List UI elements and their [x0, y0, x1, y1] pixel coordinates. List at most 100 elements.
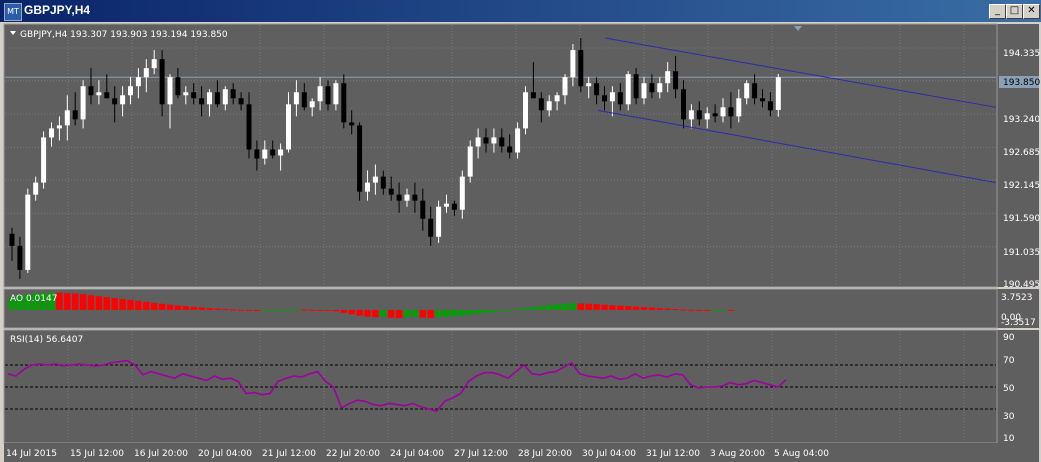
ao-bar — [711, 309, 719, 311]
ao-bar — [403, 309, 411, 318]
current-price: 193.850 — [1003, 78, 1040, 88]
candle-body — [720, 107, 726, 117]
ao-bar — [506, 309, 513, 311]
candle-body — [744, 83, 750, 99]
ao-bar — [309, 309, 316, 311]
candle-body — [270, 149, 276, 156]
title-bar[interactable]: MT GBPJPY,H4 _ □ ✕ — [0, 0, 1041, 22]
price-tick: 192.685 — [1003, 148, 1040, 158]
candle-body — [9, 233, 15, 246]
ao-bar — [380, 309, 387, 317]
candle-body — [64, 110, 70, 126]
ao-bar — [332, 309, 340, 312]
ao-bar — [285, 309, 292, 311]
ao-bar — [95, 296, 103, 310]
candle-body — [459, 176, 465, 210]
candle-body — [752, 83, 758, 99]
chart-area[interactable]: GBPJPY,H4 193.307 193.903 193.194 193.85… — [0, 22, 1041, 462]
ao-bar — [577, 303, 584, 310]
candle-body — [49, 128, 54, 138]
ao-bar — [617, 305, 624, 310]
candle-body — [483, 137, 489, 144]
ao-bar — [348, 309, 355, 315]
ao-bar — [490, 309, 498, 312]
ao-bar — [427, 309, 434, 319]
rsi-tick: 10 — [1003, 434, 1015, 444]
candle-body — [80, 86, 86, 120]
main-chart-label: GBPJPY,H4 193.307 193.903 193.194 193.85… — [20, 30, 228, 40]
ao-bar — [182, 306, 189, 310]
candle-body — [775, 77, 781, 110]
ao-bar — [48, 292, 55, 310]
ao-bar — [419, 309, 426, 318]
rsi-tick: 50 — [1003, 384, 1015, 394]
ao-bar — [561, 303, 569, 310]
chart-menu-arrow-icon[interactable] — [10, 31, 16, 35]
candle-body — [546, 101, 552, 111]
candle-body — [728, 107, 734, 117]
channel-upper-line — [604, 37, 997, 108]
ao-bar — [158, 303, 166, 310]
channel-lower-line — [597, 109, 997, 184]
candle-body — [586, 83, 592, 87]
ao-bar — [522, 308, 529, 310]
candle-body — [159, 59, 165, 105]
candle-body — [301, 92, 307, 108]
candle-body — [278, 149, 284, 156]
restore-button[interactable]: □ — [1006, 4, 1023, 19]
ao-bar — [601, 304, 608, 310]
ao-bar — [395, 309, 403, 319]
candle-body — [444, 203, 449, 207]
metatrader-icon: MT — [4, 3, 22, 21]
candle-body — [736, 98, 742, 117]
candle-body — [104, 92, 110, 99]
candle-body — [491, 137, 497, 144]
candle-body — [665, 71, 671, 84]
ao-bar — [459, 309, 466, 316]
main-pane[interactable] — [4, 24, 1039, 287]
ao-bar — [688, 309, 695, 311]
ao-bar — [680, 309, 687, 311]
ao-tick: 0.00 — [1001, 313, 1021, 323]
candle-body — [428, 218, 434, 237]
candles — [9, 38, 781, 279]
minimize-button[interactable]: _ — [989, 4, 1006, 19]
candle-body — [625, 74, 631, 105]
time-label: 21 Jul 12:00 — [262, 449, 316, 459]
ao-bar — [206, 308, 213, 310]
candle-body — [499, 137, 505, 147]
ao-bar — [388, 309, 395, 318]
ao-bar — [56, 292, 63, 310]
ao-bar — [467, 309, 474, 315]
time-label: 31 Jul 12:00 — [646, 449, 700, 459]
rsi-line — [5, 359, 996, 413]
candle-body — [507, 146, 513, 153]
ao-bar — [127, 299, 134, 310]
ao-bar — [632, 306, 640, 310]
candle-body — [554, 95, 560, 102]
chart-shift-marker-icon[interactable] — [794, 26, 802, 31]
price-tick: 190.495 — [1003, 280, 1040, 290]
rsi-label: RSI(14) 56.6407 — [10, 335, 83, 345]
ao-bar — [372, 309, 379, 318]
ao-bars — [8, 292, 735, 319]
close-button[interactable]: ✕ — [1023, 4, 1040, 19]
candle-body — [325, 86, 331, 105]
ao-bar — [340, 309, 347, 313]
rsi-polyline — [7, 359, 787, 413]
candle-body — [451, 203, 457, 210]
ao-bar — [324, 309, 332, 311]
candle-body — [530, 92, 536, 99]
candle-body — [380, 176, 386, 189]
candle-body — [286, 104, 291, 150]
ao-bar — [553, 304, 561, 310]
candle-body — [436, 206, 442, 237]
ao-bar — [143, 301, 150, 310]
candle-body — [673, 71, 679, 90]
ao-bar — [79, 294, 87, 310]
ao-bar — [245, 309, 253, 311]
price-tick: 193.240 — [1003, 115, 1040, 125]
time-label: 5 Aug 04:00 — [774, 449, 829, 459]
ao-bar — [664, 308, 671, 310]
candle-body — [412, 194, 418, 201]
